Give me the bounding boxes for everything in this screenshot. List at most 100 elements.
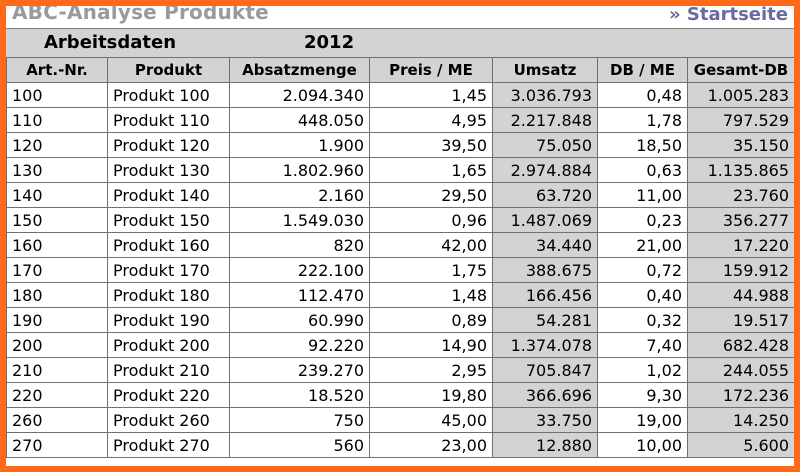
startseite-link[interactable]: » Startseite xyxy=(669,4,788,25)
absatzmenge-cell: 1.900 xyxy=(229,132,370,158)
app-title: ABC-Analyse Produkte xyxy=(12,0,269,24)
produkt-cell: Produkt 200 xyxy=(107,332,230,358)
art-nr-cell: 140 xyxy=(6,182,108,208)
preis-me-cell: 1,65 xyxy=(369,157,493,183)
db-me-cell: 1,02 xyxy=(597,357,688,383)
preis-me-cell: 1,75 xyxy=(369,257,493,283)
preis-me-cell: 45,00 xyxy=(369,407,493,433)
absatzmenge-cell: 1.802.960 xyxy=(229,157,370,183)
db-me-cell: 0,63 xyxy=(597,157,688,183)
gesamt-db-cell: 1.135.865 xyxy=(687,157,794,183)
absatzmenge-cell: 239.270 xyxy=(229,357,370,383)
divider xyxy=(6,28,794,29)
art-nr-cell: 120 xyxy=(6,132,108,158)
preis-me-cell: 0,96 xyxy=(369,207,493,233)
gesamt-db-cell: 14.250 xyxy=(687,407,794,433)
db-me-cell: 19,00 xyxy=(597,407,688,433)
db-me-cell: 7,40 xyxy=(597,332,688,358)
absatzmenge-cell: 2.094.340 xyxy=(229,82,370,108)
absatzmenge-cell: 222.100 xyxy=(229,257,370,283)
produkt-cell: Produkt 110 xyxy=(107,107,230,133)
produkt-cell: Produkt 190 xyxy=(107,307,230,333)
absatzmenge-cell: 60.990 xyxy=(229,307,370,333)
produkt-cell: Produkt 180 xyxy=(107,282,230,308)
umsatz-cell: 388.675 xyxy=(492,257,598,283)
db-me-cell: 18,50 xyxy=(597,132,688,158)
table-row: 140 Produkt 140 2.160 29,50 63.720 11,00 23.76… xyxy=(6,182,794,208)
table-row: 100 Produkt 100 2.094.340 1,45 3.036.793 0,48… xyxy=(6,82,794,108)
umsatz-cell: 1.487.069 xyxy=(492,207,598,233)
umsatz-cell: 3.036.793 xyxy=(492,82,598,108)
db-me-cell: 0,23 xyxy=(597,207,688,233)
preis-me-cell: 19,80 xyxy=(369,382,493,408)
absatzmenge-cell: 750 xyxy=(229,407,370,433)
produkt-cell: Produkt 270 xyxy=(107,432,230,458)
umsatz-cell: 1.374.078 xyxy=(492,332,598,358)
col-preis-me-header: Preis / ME xyxy=(369,57,493,83)
gesamt-db-cell: 17.220 xyxy=(687,232,794,258)
umsatz-cell: 166.456 xyxy=(492,282,598,308)
produkt-cell: Produkt 150 xyxy=(107,207,230,233)
absatzmenge-cell: 112.470 xyxy=(229,282,370,308)
db-me-cell: 0,32 xyxy=(597,307,688,333)
absatzmenge-cell: 448.050 xyxy=(229,107,370,133)
product-table: Art.-Nr. Produkt Absatzmenge Preis / ME Umsa… xyxy=(6,57,794,458)
gesamt-db-cell: 19.517 xyxy=(687,307,794,333)
absatzmenge-cell: 1.549.030 xyxy=(229,207,370,233)
art-nr-cell: 130 xyxy=(6,157,108,183)
table-row: 110 Produkt 110 448.050 4,95 2.217.848 1,78 79… xyxy=(6,107,794,133)
umsatz-cell: 63.720 xyxy=(492,182,598,208)
table-row: 220 Produkt 220 18.520 19,80 366.696 9,30 172.… xyxy=(6,382,794,408)
preis-me-cell: 1,48 xyxy=(369,282,493,308)
db-me-cell: 0,72 xyxy=(597,257,688,283)
art-nr-cell: 150 xyxy=(6,207,108,233)
absatzmenge-cell: 560 xyxy=(229,432,370,458)
art-nr-cell: 270 xyxy=(6,432,108,458)
table-row: 180 Produkt 180 112.470 1,48 166.456 0,40 44.9… xyxy=(6,282,794,308)
db-me-cell: 0,40 xyxy=(597,282,688,308)
gesamt-db-cell: 1.005.283 xyxy=(687,82,794,108)
table-row: 210 Produkt 210 239.270 2,95 705.847 1,02 244.… xyxy=(6,357,794,383)
table-row: 150 Produkt 150 1.549.030 0,96 1.487.069 0,23… xyxy=(6,207,794,233)
absatzmenge-cell: 820 xyxy=(229,232,370,258)
gesamt-db-cell: 159.912 xyxy=(687,257,794,283)
art-nr-cell: 200 xyxy=(6,332,108,358)
preis-me-cell: 39,50 xyxy=(369,132,493,158)
top-bar: ABC-Analyse Produkte » Startseite xyxy=(6,6,794,28)
db-me-cell: 10,00 xyxy=(597,432,688,458)
working-data-row: Arbeitsdaten 2012 xyxy=(6,29,794,57)
gesamt-db-cell: 5.600 xyxy=(687,432,794,458)
db-me-cell: 9,30 xyxy=(597,382,688,408)
col-art-nr-header: Art.-Nr. xyxy=(6,57,108,83)
table-row: 270 Produkt 270 560 23,00 12.880 10,00 5.600 xyxy=(6,432,794,458)
table-row: 260 Produkt 260 750 45,00 33.750 19,00 14.250 xyxy=(6,407,794,433)
preis-me-cell: 14,90 xyxy=(369,332,493,358)
col-absatzmenge-header: Absatzmenge xyxy=(229,57,370,83)
produkt-cell: Produkt 160 xyxy=(107,232,230,258)
produkt-cell: Produkt 120 xyxy=(107,132,230,158)
umsatz-cell: 705.847 xyxy=(492,357,598,383)
absatzmenge-cell: 92.220 xyxy=(229,332,370,358)
art-nr-cell: 170 xyxy=(6,257,108,283)
gesamt-db-cell: 682.428 xyxy=(687,332,794,358)
umsatz-cell: 366.696 xyxy=(492,382,598,408)
col-gesamt-db-header: Gesamt-DB xyxy=(687,57,794,83)
umsatz-cell: 34.440 xyxy=(492,232,598,258)
table-header: Art.-Nr. Produkt Absatzmenge Preis / ME Umsa… xyxy=(6,57,794,83)
art-nr-cell: 210 xyxy=(6,357,108,383)
absatzmenge-cell: 18.520 xyxy=(229,382,370,408)
table-row: 200 Produkt 200 92.220 14,90 1.374.078 7,40 68… xyxy=(6,332,794,358)
art-nr-cell: 160 xyxy=(6,232,108,258)
produkt-cell: Produkt 140 xyxy=(107,182,230,208)
table-row: 130 Produkt 130 1.802.960 1,65 2.974.884 0,63… xyxy=(6,157,794,183)
table-row: 170 Produkt 170 222.100 1,75 388.675 0,72 159.… xyxy=(6,257,794,283)
preis-me-cell: 29,50 xyxy=(369,182,493,208)
preis-me-cell: 1,45 xyxy=(369,82,493,108)
col-db-me-header: DB / ME xyxy=(597,57,688,83)
table-row: 190 Produkt 190 60.990 0,89 54.281 0,32 19.517 xyxy=(6,307,794,333)
col-umsatz-header: Umsatz xyxy=(492,57,598,83)
produkt-cell: Produkt 220 xyxy=(107,382,230,408)
art-nr-cell: 180 xyxy=(6,282,108,308)
produkt-cell: Produkt 210 xyxy=(107,357,230,383)
